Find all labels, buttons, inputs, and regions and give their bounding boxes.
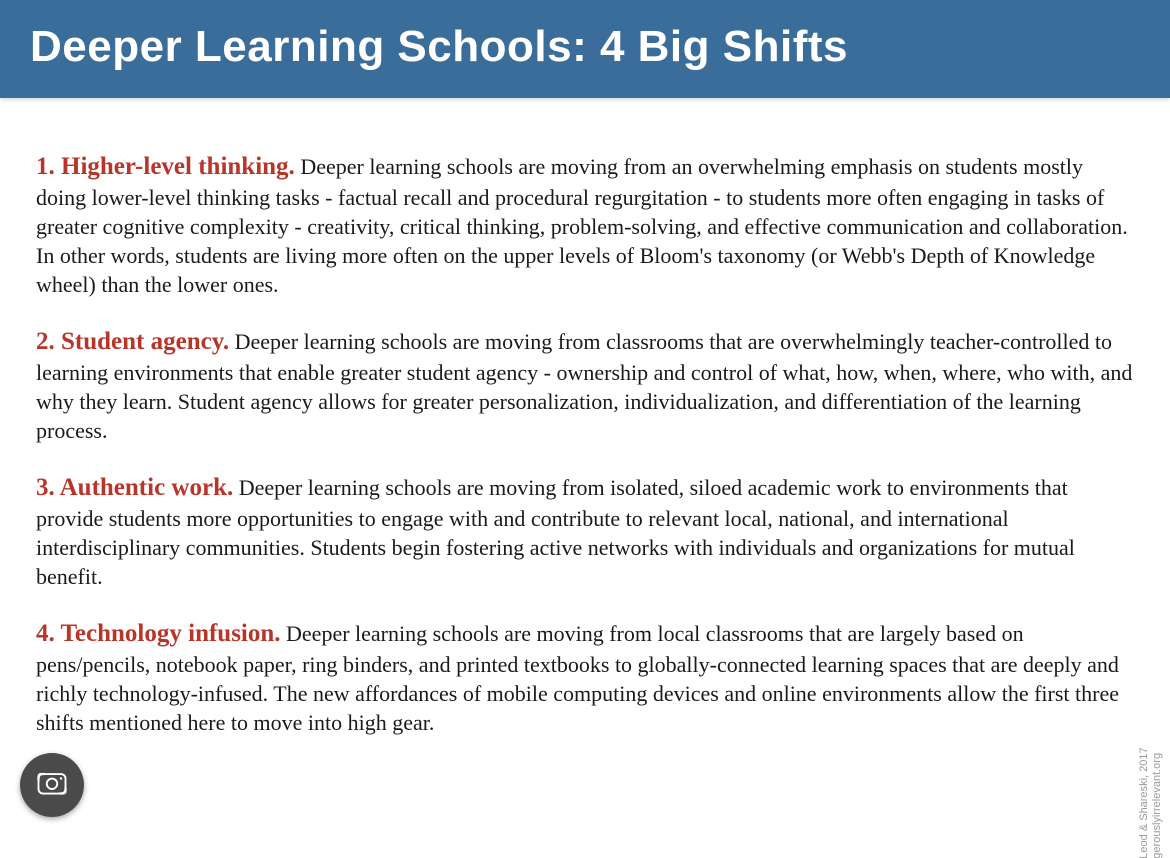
credit-line1: Leod & Shareski, 2017 [1138, 747, 1150, 858]
lens-icon [34, 765, 70, 806]
shift-4-lead: 4. Technology infusion. [36, 620, 281, 647]
shift-2-lead: 2. Student agency. [36, 328, 229, 355]
shift-1-lead: 1. Higher-level thinking. [36, 153, 295, 180]
shift-3-lead: 3. Authentic work. [36, 474, 233, 501]
lens-button[interactable] [20, 753, 84, 817]
title-bar: Deeper Learning Schools: 4 Big Shifts [0, 0, 1170, 98]
shift-1: 1. Higher-level thinking. Deeper learnin… [36, 150, 1134, 299]
credit-line2: gerouslyirrelevant.org [1151, 753, 1163, 858]
side-credit: Leod & Shareski, 2017 gerouslyirrelevant… [1138, 747, 1164, 858]
shift-2: 2. Student agency. Deeper learning schoo… [36, 325, 1134, 445]
shift-4: 4. Technology infusion. Deeper learning … [36, 617, 1134, 737]
content-area: 1. Higher-level thinking. Deeper learnin… [0, 98, 1170, 783]
page-title: Deeper Learning Schools: 4 Big Shifts [30, 22, 1140, 72]
shift-3: 3. Authentic work. Deeper learning schoo… [36, 471, 1134, 591]
